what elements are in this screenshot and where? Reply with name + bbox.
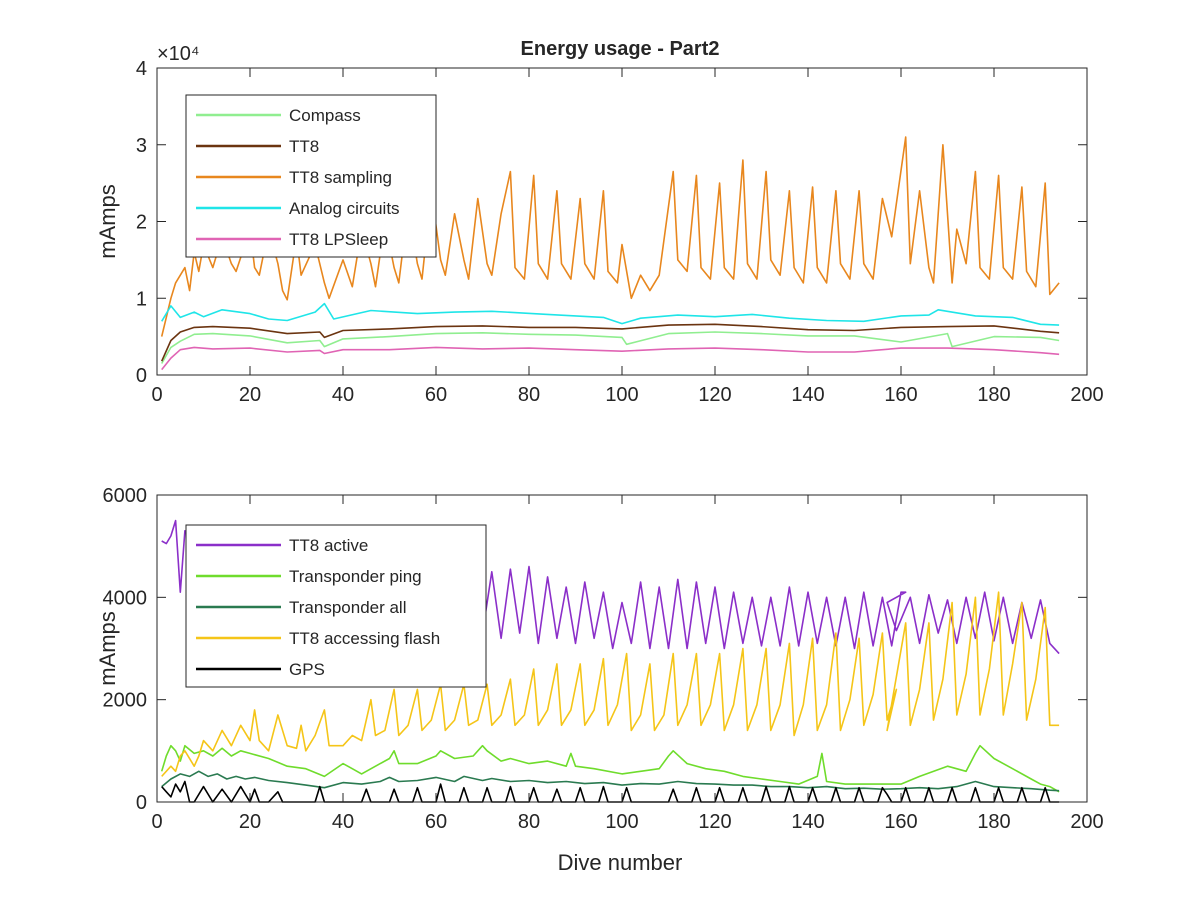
figure-title: Energy usage - Part2 [521,38,720,60]
y-tick-label: 3 [136,135,147,157]
y-tick-label: 2 [136,212,147,234]
x-tick-label: 0 [151,811,162,833]
legend-label: Compass [289,106,361,125]
x-tick-label: 200 [1070,811,1103,833]
x-tick-label: 60 [425,384,447,406]
bottom-plot: 0 20 40 60 80 100 120 140 160 180 2000200040006000… [95,485,1104,833]
x-tick-label: 20 [239,811,261,833]
legend-label: TT8 accessing flash [289,629,440,648]
series-line-transponder-all [161,770,1060,792]
x-tick-label: 160 [884,384,917,406]
x-tick-label: 100 [605,811,638,833]
x-tick-label: 140 [791,384,824,406]
x-tick-label: 20 [239,384,261,406]
y-axis-label: mAmps [95,184,120,259]
top-plot: 0 20 40 60 80 100 120 140 160 180 200 0 1 2 3 4 ×10⁴ mAmp… [95,43,1104,406]
series-line-transponder-ping [160,744,1060,793]
x-tick-label: 0 [151,384,162,406]
x-tick-label: 60 [425,811,447,833]
x-tick-label: 160 [884,811,917,833]
x-tick-label: 200 [1070,384,1103,406]
x-tick-label: 40 [332,384,354,406]
y-tick-label: 6000 [103,485,148,507]
legend-label: TT8 [289,137,319,156]
x-tick-label: 120 [698,811,731,833]
legend: Compass TT8 TT8 sampling Analog circuits TT8… [185,94,437,258]
legend-label: TT8 sampling [289,168,392,187]
x-tick-label: 80 [518,384,540,406]
series-line-tt8-accessing-flash [161,591,1060,777]
y-tick-label: 0 [136,365,147,387]
legend-label: Transponder all [289,598,407,617]
x-tick-label: 100 [605,384,638,406]
x-tick-label: 140 [791,811,824,833]
series-line-tt8-lpsleep [161,346,1060,371]
legend-label: Transponder ping [289,567,422,586]
legend-label: TT8 LPSleep [289,230,388,249]
x-axis-label: Dive number [558,850,683,875]
y-tick-label: 4000 [103,587,148,609]
legend: TT8 active Transponder ping Transponder al… [185,524,487,688]
x-tick-label: 180 [977,811,1010,833]
x-tick-label: 40 [332,811,354,833]
y-axis-label: mAmps [95,611,120,686]
y-tick-label: 4 [136,58,147,80]
x-tick-label: 120 [698,384,731,406]
legend-label: GPS [289,660,325,679]
series-line-analog-circuits [161,302,1060,326]
y-tick-label: 0 [136,792,147,814]
y-tick-label: 2000 [103,690,148,712]
x-tick-label: 80 [518,811,540,833]
legend-label: TT8 active [289,536,368,555]
x-tick-label: 180 [977,384,1010,406]
legend-label: Analog circuits [289,199,400,218]
series-line-compass [161,331,1060,364]
y-exponent-label: ×10⁴ [157,43,200,65]
series-line-tt8 [160,323,1060,362]
y-tick-label: 1 [136,288,147,310]
